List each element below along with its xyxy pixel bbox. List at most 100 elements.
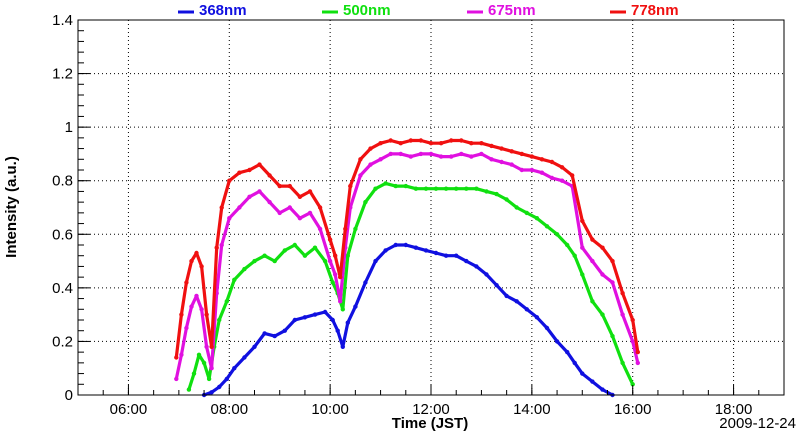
data-point — [209, 390, 214, 395]
data-point — [418, 151, 424, 157]
data-point — [630, 382, 635, 387]
data-point — [393, 242, 398, 248]
data-point — [333, 253, 338, 258]
data-point — [378, 141, 383, 146]
data-point — [433, 186, 439, 191]
data-point — [340, 307, 345, 312]
data-point — [539, 170, 545, 175]
data-point — [307, 189, 313, 194]
data-point — [544, 224, 550, 229]
data-point — [398, 151, 403, 157]
data-point — [610, 258, 615, 264]
data-point — [549, 175, 555, 181]
data-point — [443, 253, 449, 258]
data-point — [484, 189, 489, 194]
data-point — [209, 344, 214, 349]
data-point — [590, 237, 595, 242]
data-point — [559, 178, 565, 183]
x-tick-label: 16:00 — [614, 401, 652, 418]
data-point — [219, 242, 224, 248]
x-tick-label: 10:00 — [311, 401, 349, 418]
data-point — [630, 339, 635, 344]
data-point — [554, 232, 560, 237]
data-point — [620, 360, 625, 366]
data-point — [580, 245, 585, 250]
data-point — [277, 183, 282, 189]
data-point — [408, 138, 413, 143]
data-point — [449, 138, 454, 143]
data-point — [330, 317, 335, 323]
data-point — [224, 299, 229, 304]
data-point — [620, 291, 625, 296]
data-point — [600, 387, 605, 392]
x-tick-label: 12:00 — [412, 401, 450, 418]
data-point — [247, 167, 252, 173]
x-tick-label: 06:00 — [110, 401, 148, 418]
data-point — [459, 138, 464, 143]
data-point — [509, 162, 514, 167]
data-point — [257, 162, 262, 167]
data-point — [307, 210, 313, 216]
data-point — [184, 280, 189, 285]
data-point — [242, 355, 247, 360]
data-point — [572, 253, 577, 258]
data-point — [327, 237, 333, 242]
data-point — [338, 274, 343, 280]
data-point — [494, 191, 499, 197]
data-point — [438, 141, 444, 146]
legend-label: 368nm — [199, 2, 247, 19]
data-point — [201, 360, 207, 366]
data-point — [282, 328, 287, 333]
data-point — [514, 205, 519, 210]
y-tick-label: 1.4 — [52, 12, 73, 29]
data-point — [242, 266, 247, 272]
data-point — [378, 157, 383, 162]
data-point — [504, 197, 509, 202]
legend-entry: 778nm — [610, 2, 679, 19]
data-point — [494, 283, 499, 288]
y-tick-label: 0.8 — [52, 173, 73, 190]
data-point — [252, 344, 257, 349]
data-point — [393, 183, 398, 189]
data-point — [630, 317, 635, 323]
data-point — [428, 141, 434, 146]
data-point — [438, 154, 444, 159]
data-point — [204, 312, 209, 317]
data-point — [237, 205, 242, 210]
y-tick-label: 0.6 — [52, 226, 73, 243]
data-point — [338, 299, 343, 304]
data-point — [489, 143, 494, 149]
data-point — [292, 242, 297, 248]
y-axis-title: Intensity (a.u.) — [3, 156, 20, 258]
legend: 368nm 500nm 675nm 778nm — [178, 2, 679, 19]
data-point — [388, 151, 393, 157]
data-point — [413, 245, 419, 250]
data-point — [302, 253, 308, 258]
series-675nm — [174, 151, 640, 382]
data-point — [297, 194, 303, 199]
data-point — [373, 186, 378, 191]
data-point — [565, 349, 570, 355]
data-point — [559, 165, 565, 170]
axes: 06:00 08:00 10:00 12:00 14:00 16:00 18:00 0 0.2 0… — [52, 12, 785, 418]
y-tick-label: 1.2 — [52, 66, 73, 83]
data-point — [403, 242, 408, 248]
data-point — [179, 312, 184, 317]
data-point — [191, 371, 197, 376]
data-point — [499, 146, 504, 151]
data-point — [262, 253, 267, 258]
data-point — [330, 280, 335, 285]
data-point — [312, 312, 318, 317]
data-point — [174, 376, 179, 382]
legend-entry: 675nm — [467, 2, 536, 19]
data-point — [539, 157, 545, 162]
data-point — [459, 151, 464, 157]
y-tick-label: 0.4 — [52, 280, 73, 297]
data-point — [322, 309, 328, 315]
data-point — [428, 151, 434, 157]
data-point — [368, 162, 373, 167]
data-point — [317, 205, 323, 210]
data-point — [469, 154, 474, 159]
data-point — [454, 253, 459, 258]
data-point — [514, 299, 519, 304]
